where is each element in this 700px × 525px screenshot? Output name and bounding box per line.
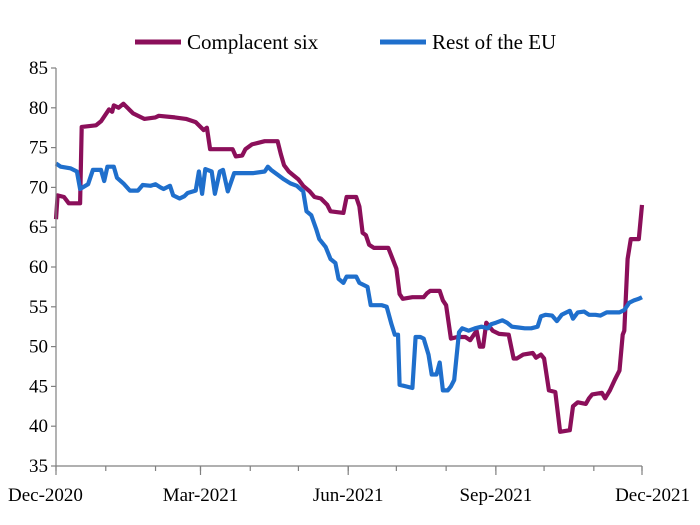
y-tick-label: 85 <box>29 58 48 79</box>
legend-label: Complacent six <box>187 30 319 54</box>
x-tick-label: Sep-2021 <box>459 485 532 506</box>
y-tick-label: 70 <box>29 177 48 198</box>
y-tick-label: 75 <box>29 138 48 159</box>
y-tick-label: 50 <box>29 337 48 358</box>
x-ticks: Dec-2020 Mar-2021 Jun-2021 Sep-2021 Dec-2021 <box>8 466 690 506</box>
y-ticks: 35 40 45 50 55 60 65 70 75 80 85 <box>29 58 56 477</box>
x-tick-label: Jun-2021 <box>313 485 384 506</box>
y-tick-label: 55 <box>29 297 48 318</box>
y-tick-label: 80 <box>29 98 48 119</box>
y-tick-label: 35 <box>29 456 48 477</box>
legend: Complacent six Rest of the EU <box>135 30 556 54</box>
x-tick-label: Dec-2021 <box>615 485 690 506</box>
series-line-complacent-six <box>53 101 645 434</box>
y-tick-label: 40 <box>29 416 48 437</box>
y-tick-label: 45 <box>29 376 48 397</box>
y-tick-label: 60 <box>29 257 48 278</box>
series-layer <box>53 101 645 434</box>
y-tick-label: 65 <box>29 217 48 238</box>
legend-label: Rest of the EU <box>432 30 556 54</box>
x-tick-label: Mar-2021 <box>163 485 239 506</box>
series-line-rest-of-the-eu <box>54 161 643 393</box>
x-tick-label: Dec-2020 <box>8 485 83 506</box>
axes <box>55 68 642 467</box>
